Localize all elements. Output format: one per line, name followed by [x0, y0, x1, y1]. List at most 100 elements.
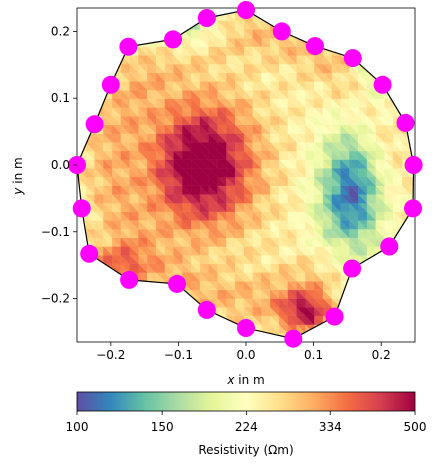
- mesh-cell-722: [366, 263, 377, 273]
- mesh-cell-3007: [313, 20, 324, 30]
- mesh-cell-2944: [402, 29, 412, 39]
- mesh-cell-638: [358, 272, 368, 282]
- mesh-cell-2861: [393, 37, 403, 48]
- mesh-cell-1555: [420, 177, 429, 186]
- mesh-cell-3271: [393, 0, 402, 3]
- mesh-cell-3039: [94, 11, 104, 22]
- mesh-cell-2934: [358, 29, 368, 39]
- mesh-cell-3033: [429, 21, 437, 30]
- mesh-cell-353: [182, 298, 192, 308]
- mesh-cell-3031: [420, 21, 429, 30]
- mesh-cell-2534: [402, 72, 412, 82]
- electrode-18: [72, 199, 91, 218]
- mesh-cell-148: [366, 324, 377, 334]
- mesh-cell-555: [349, 281, 359, 291]
- mesh-cell-40: [252, 332, 262, 339]
- mesh-cell-3090: [322, 11, 333, 21]
- mesh-cell-2710: [94, 46, 104, 56]
- mesh-cell-141: [331, 324, 341, 334]
- mesh-cell-2286: [393, 98, 403, 108]
- mesh-cell-494: [85, 280, 95, 291]
- mesh-cell-351: [173, 298, 183, 308]
- mesh-cell-2939: [375, 29, 385, 39]
- mesh-cell-317: [384, 307, 394, 317]
- mesh-cell-234: [384, 315, 394, 325]
- mesh-cell-10: [120, 332, 131, 339]
- mesh-cell-2862: [402, 37, 412, 47]
- mesh-cell-3209: [121, 0, 130, 3]
- mesh-cell-727: [384, 263, 394, 273]
- mesh-cell-97: [138, 324, 148, 334]
- mesh-cell-89: [103, 324, 113, 334]
- mesh-cell-1887: [77, 133, 86, 143]
- mesh-cell-2867: [420, 38, 429, 47]
- mesh-cell-581: [103, 272, 113, 282]
- mesh-cell-3055: [164, 11, 174, 22]
- mesh-cell-348: [164, 298, 175, 308]
- mesh-cell-2859: [384, 37, 394, 48]
- mesh-cell-1966: [429, 134, 437, 143]
- mesh-cell-2368: [393, 89, 403, 99]
- mesh-cell-2787: [429, 47, 437, 56]
- mesh-cell-67: [366, 333, 376, 339]
- mesh-cell-400: [393, 298, 403, 308]
- mesh-cell-3214: [147, 0, 156, 3]
- mesh-cell-724: [375, 263, 385, 273]
- mesh-cell-63: [349, 333, 359, 339]
- mesh-cell-389: [340, 298, 350, 308]
- mesh-cell-397: [375, 298, 385, 308]
- mesh-cell-102: [164, 324, 175, 334]
- mesh-cell-2547: [94, 63, 104, 74]
- mesh-cell-150: [375, 324, 385, 334]
- mesh-cell-817: [420, 255, 429, 264]
- mesh-cell-3009: [322, 20, 333, 30]
- mesh-cell-478: [375, 289, 385, 299]
- mesh-cell-2713: [103, 46, 113, 56]
- y-tick-label-2: 0.0: [51, 158, 70, 172]
- mesh-cell-2773: [366, 46, 376, 56]
- electrode-22: [119, 37, 138, 56]
- mesh-cell-2860: [393, 37, 403, 47]
- y-tick-label-0: 0.2: [51, 24, 70, 38]
- y-tick-label-3: −0.1: [41, 225, 70, 239]
- mesh-cell-3195: [420, 3, 429, 12]
- mesh-cell-2959: [103, 20, 113, 30]
- mesh-cell-155: [393, 324, 403, 334]
- mesh-cell-3267: [376, 0, 385, 3]
- x-axis-label: x in m: [226, 373, 264, 387]
- mesh-cell-163: [429, 325, 437, 334]
- mesh-cell-2886: [147, 29, 157, 39]
- mesh-cell-1144: [420, 220, 429, 229]
- mesh-cell-2375: [420, 90, 429, 99]
- mesh-cell-3098: [358, 11, 368, 21]
- mesh-cell-27: [190, 333, 201, 339]
- mesh-cell-3099: [357, 11, 368, 22]
- mesh-cell-2132: [77, 107, 87, 117]
- x-tick-label-1: −0.1: [164, 348, 193, 362]
- mesh-cell-2975: [173, 20, 183, 30]
- mesh-cell-3257: [332, 0, 341, 3]
- mesh-cell-2938: [375, 29, 385, 39]
- mesh-cell-331: [85, 298, 95, 308]
- mesh-cell-2849: [340, 37, 350, 48]
- mesh-cell-80: [429, 333, 437, 342]
- mesh-cell-1801: [420, 151, 429, 160]
- mesh-cell-319: [393, 307, 403, 317]
- mesh-cell-808: [384, 254, 394, 264]
- mesh-cell-2935: [357, 29, 368, 39]
- mesh-cell-2955: [85, 20, 95, 30]
- mesh-cell-563: [384, 281, 394, 291]
- mesh-cell-427: [146, 289, 157, 299]
- mesh-cell-3279: [429, 0, 437, 3]
- mesh-cell-264: [155, 306, 166, 317]
- mesh-cell-2548: [103, 63, 113, 73]
- mesh-cell-1310: [429, 203, 437, 212]
- mesh-cell-809: [384, 255, 394, 265]
- mesh-cell-2374: [420, 90, 429, 99]
- mesh-cell-2877: [103, 29, 113, 39]
- mesh-cell-3058: [182, 11, 192, 21]
- mesh-cell-110: [199, 324, 210, 334]
- mesh-cell-2617: [401, 63, 412, 74]
- mesh-cell-901: [429, 247, 437, 256]
- mesh-cell-482: [393, 289, 403, 299]
